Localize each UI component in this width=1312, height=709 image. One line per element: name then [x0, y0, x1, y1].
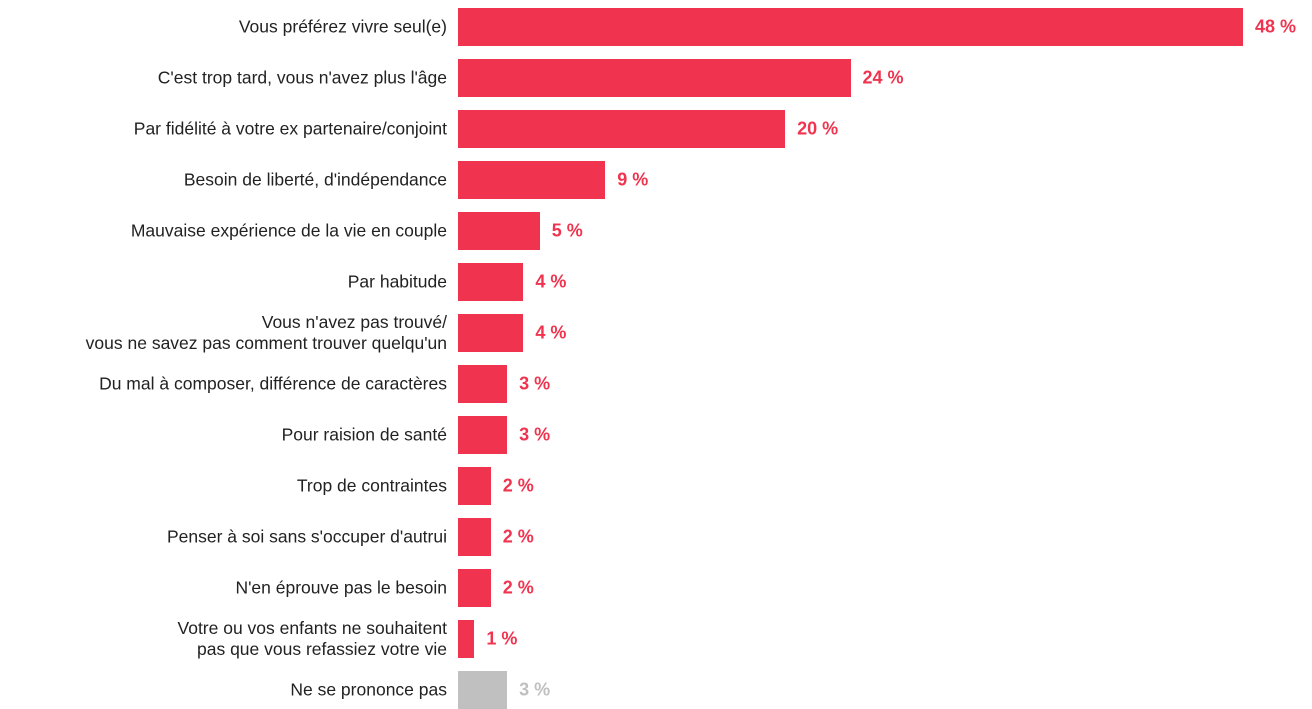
bar — [458, 314, 524, 352]
bar — [458, 620, 475, 658]
category-label: Vous préférez vivre seul(e) — [238, 16, 447, 37]
value-label: 1 % — [486, 628, 518, 649]
value-label: 48 % — [1255, 16, 1297, 37]
value-label: 20 % — [797, 118, 839, 139]
category-label: Par habitude — [347, 271, 447, 292]
value-label: 5 % — [551, 220, 583, 241]
value-label: 3 % — [519, 424, 551, 445]
bar — [458, 569, 491, 607]
bar — [458, 518, 491, 556]
value-label: 3 % — [519, 679, 551, 700]
bar — [458, 212, 540, 250]
category-label: C'est trop tard, vous n'avez plus l'âge — [157, 67, 447, 88]
value-label: 9 % — [617, 169, 649, 190]
value-label: 4 % — [535, 271, 567, 292]
category-label: Pour raision de santé — [281, 424, 447, 445]
category-label: Trop de contraintes — [296, 475, 447, 496]
bar — [458, 8, 1243, 46]
bar — [458, 416, 508, 454]
value-label: 2 % — [502, 475, 534, 496]
value-label: 4 % — [535, 322, 567, 343]
bar — [458, 110, 786, 148]
bar — [458, 263, 524, 301]
bar — [458, 161, 606, 199]
bar — [458, 671, 508, 709]
category-label: Besoin de liberté, d'indépendance — [183, 169, 447, 190]
category-label: Votre ou vos enfants ne souhaitent pas q… — [177, 618, 448, 659]
category-label: Mauvaise expérience de la vie en couple — [130, 220, 447, 241]
value-label: 3 % — [519, 373, 551, 394]
value-label: 2 % — [502, 577, 534, 598]
category-label: Penser à soi sans s'occuper d'autrui — [166, 526, 447, 547]
category-label: Du mal à composer, différence de caractè… — [99, 373, 447, 394]
value-label: 24 % — [862, 67, 904, 88]
category-label: Vous n'avez pas trouvé/ vous ne savez pa… — [85, 312, 447, 353]
category-label: Ne se prononce pas — [290, 679, 447, 700]
bar — [458, 59, 851, 97]
value-label: 2 % — [502, 526, 534, 547]
category-label: Par fidélité à votre ex partenaire/conjo… — [133, 118, 447, 139]
bar — [458, 365, 508, 403]
category-label: N'en éprouve pas le besoin — [235, 577, 447, 598]
bar — [458, 467, 491, 505]
